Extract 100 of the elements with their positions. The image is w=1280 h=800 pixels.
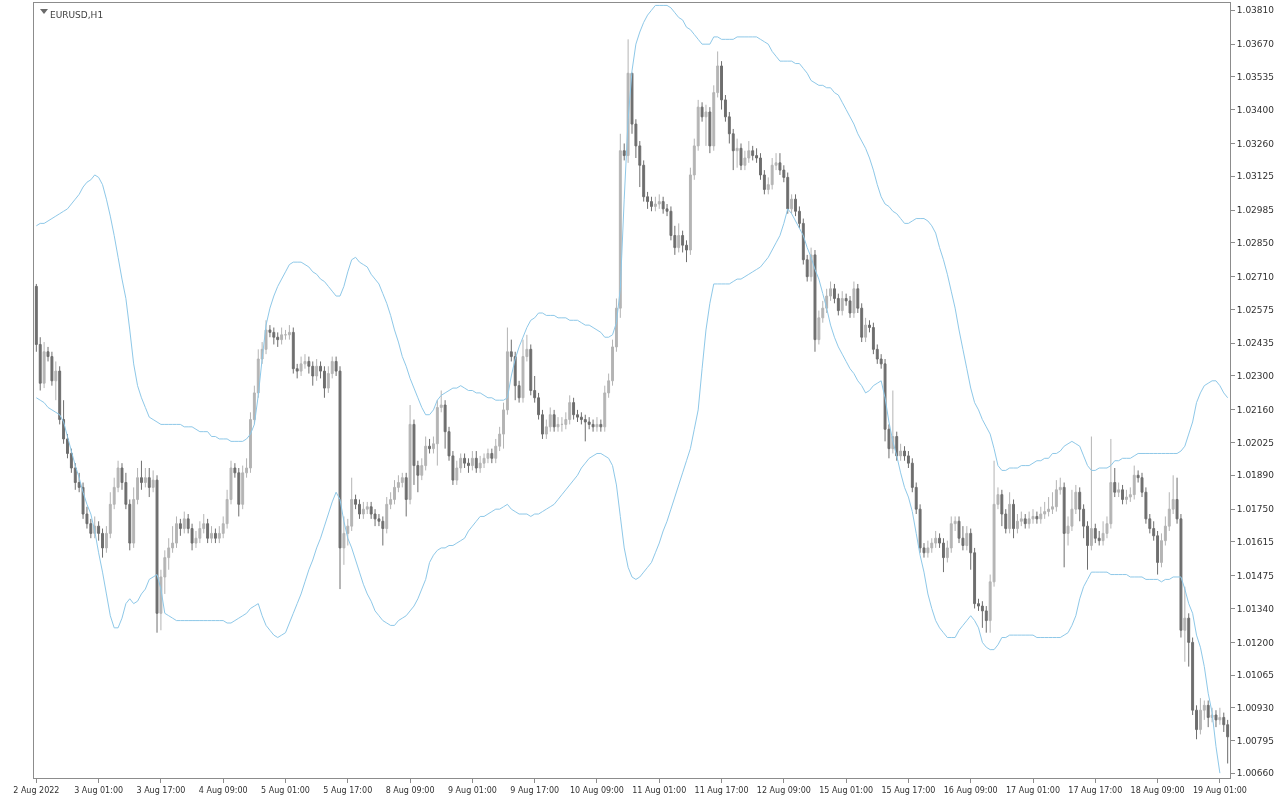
candlestick: [474, 450, 478, 474]
candlestick: [42, 341, 46, 389]
candlestick: [583, 414, 587, 442]
candlestick: [813, 249, 817, 353]
candlestick: [50, 351, 54, 387]
candlestick: [182, 511, 186, 534]
candlestick: [852, 281, 856, 319]
x-tick-label: 5 Aug 17:00: [323, 785, 373, 795]
candlestick: [206, 518, 210, 544]
candlestick: [1198, 697, 1202, 735]
line-series: [35, 208, 1221, 774]
x-tick-label: 17 Aug 17:00: [1068, 785, 1123, 795]
candlestick: [287, 324, 291, 341]
x-tick-label: 10 Aug 09:00: [569, 785, 624, 795]
candlestick: [58, 365, 62, 425]
candlestick: [848, 295, 852, 319]
y-tick-label: 1.03670: [1236, 39, 1275, 50]
y-tick-label: 1.02575: [1236, 304, 1275, 315]
x-tick-label: 8 Aug 09:00: [385, 785, 435, 795]
line-series: [35, 4, 1229, 471]
candlestick: [864, 317, 868, 343]
candlestick: [315, 358, 319, 382]
candlestick: [1214, 709, 1218, 728]
candlestick: [1218, 707, 1222, 726]
y-tick-label: 1.02160: [1236, 405, 1275, 416]
candlestick: [984, 605, 988, 634]
candlestick: [552, 409, 556, 433]
candlestick: [622, 142, 626, 161]
candlestick: [342, 515, 346, 566]
candlestick: [1031, 508, 1035, 525]
candlestick: [700, 101, 704, 123]
candlestick: [482, 452, 486, 469]
y-tick-label: 1.01065: [1236, 670, 1275, 681]
y-tick-label: 1.03400: [1236, 104, 1275, 115]
y-tick-label: 1.02435: [1236, 338, 1275, 349]
y-tick-label: 1.03260: [1236, 138, 1275, 149]
candlestick: [322, 365, 326, 399]
candlestick: [661, 196, 665, 215]
candlestick: [595, 416, 599, 433]
candlestick: [1101, 520, 1105, 546]
candlestick: [213, 528, 217, 544]
candlestick: [677, 222, 681, 253]
candlestick: [470, 450, 474, 471]
candlestick: [385, 496, 389, 534]
candlestick: [175, 515, 178, 549]
candlestick: [463, 452, 467, 469]
x-tick-label: 15 Aug 01:00: [819, 785, 874, 795]
candlestick: [276, 331, 280, 348]
candlestick: [899, 443, 903, 462]
y-tick-label: 1.00930: [1236, 702, 1275, 713]
candlestick: [1039, 506, 1043, 525]
candlestick: [478, 455, 482, 474]
x-tick-label: 4 Aug 09:00: [198, 785, 248, 795]
x-tick-label: 18 Aug 09:00: [1130, 785, 1185, 795]
x-tick-label: 19 Aug 01:00: [1192, 785, 1247, 795]
candlestick: [926, 540, 930, 559]
candlestick: [521, 339, 525, 404]
candlestick: [790, 193, 794, 215]
y-tick-label: 1.00660: [1236, 768, 1275, 779]
candlestick: [735, 138, 739, 169]
candlestick: [965, 525, 969, 551]
candlestick: [980, 600, 984, 629]
candlestick: [1121, 484, 1124, 505]
candlestick: [1023, 513, 1027, 530]
candlestick: [751, 145, 755, 161]
candlestick: [428, 438, 432, 454]
candlestick: [657, 193, 661, 210]
candlestick: [408, 404, 412, 505]
candlestick: [704, 104, 708, 147]
candlestick: [739, 142, 743, 171]
candlestick: [155, 474, 159, 634]
candlestick: [653, 196, 657, 212]
candlestick: [1206, 700, 1210, 728]
candlestick: [140, 460, 143, 491]
candlestick: [895, 431, 899, 462]
candlestick: [291, 327, 295, 375]
x-tick-label: 3 Aug 01:00: [74, 785, 124, 795]
candlestick: [400, 472, 404, 488]
x-tick-label: 11 Aug 01:00: [632, 785, 687, 795]
x-tick-label: 3 Aug 17:00: [136, 785, 186, 795]
x-tick-label: 15 Aug 17:00: [881, 785, 936, 795]
x-tick-label: 11 Aug 17:00: [694, 785, 749, 795]
candlestick: [1113, 467, 1117, 498]
candlestick: [556, 416, 560, 433]
y-tick-label: 1.01890: [1236, 470, 1275, 481]
candlestick: [151, 469, 155, 493]
y-tick-label: 1.02850: [1236, 237, 1275, 248]
candlestick: [143, 467, 147, 488]
x-tick-label: 2 Aug 2022: [13, 785, 60, 795]
candlestick: [1124, 489, 1128, 505]
y-tick-label: 1.03535: [1236, 72, 1275, 83]
candlestick: [381, 515, 385, 546]
candlestick: [1062, 482, 1066, 568]
candlestick: [572, 397, 576, 421]
y-tick-label: 1.02710: [1236, 271, 1275, 282]
y-tick-label: 1.01475: [1236, 570, 1275, 581]
candlestick: [361, 501, 365, 520]
candlestick: [1089, 436, 1093, 551]
candlestick: [486, 448, 490, 464]
candlestick: [1132, 465, 1136, 500]
